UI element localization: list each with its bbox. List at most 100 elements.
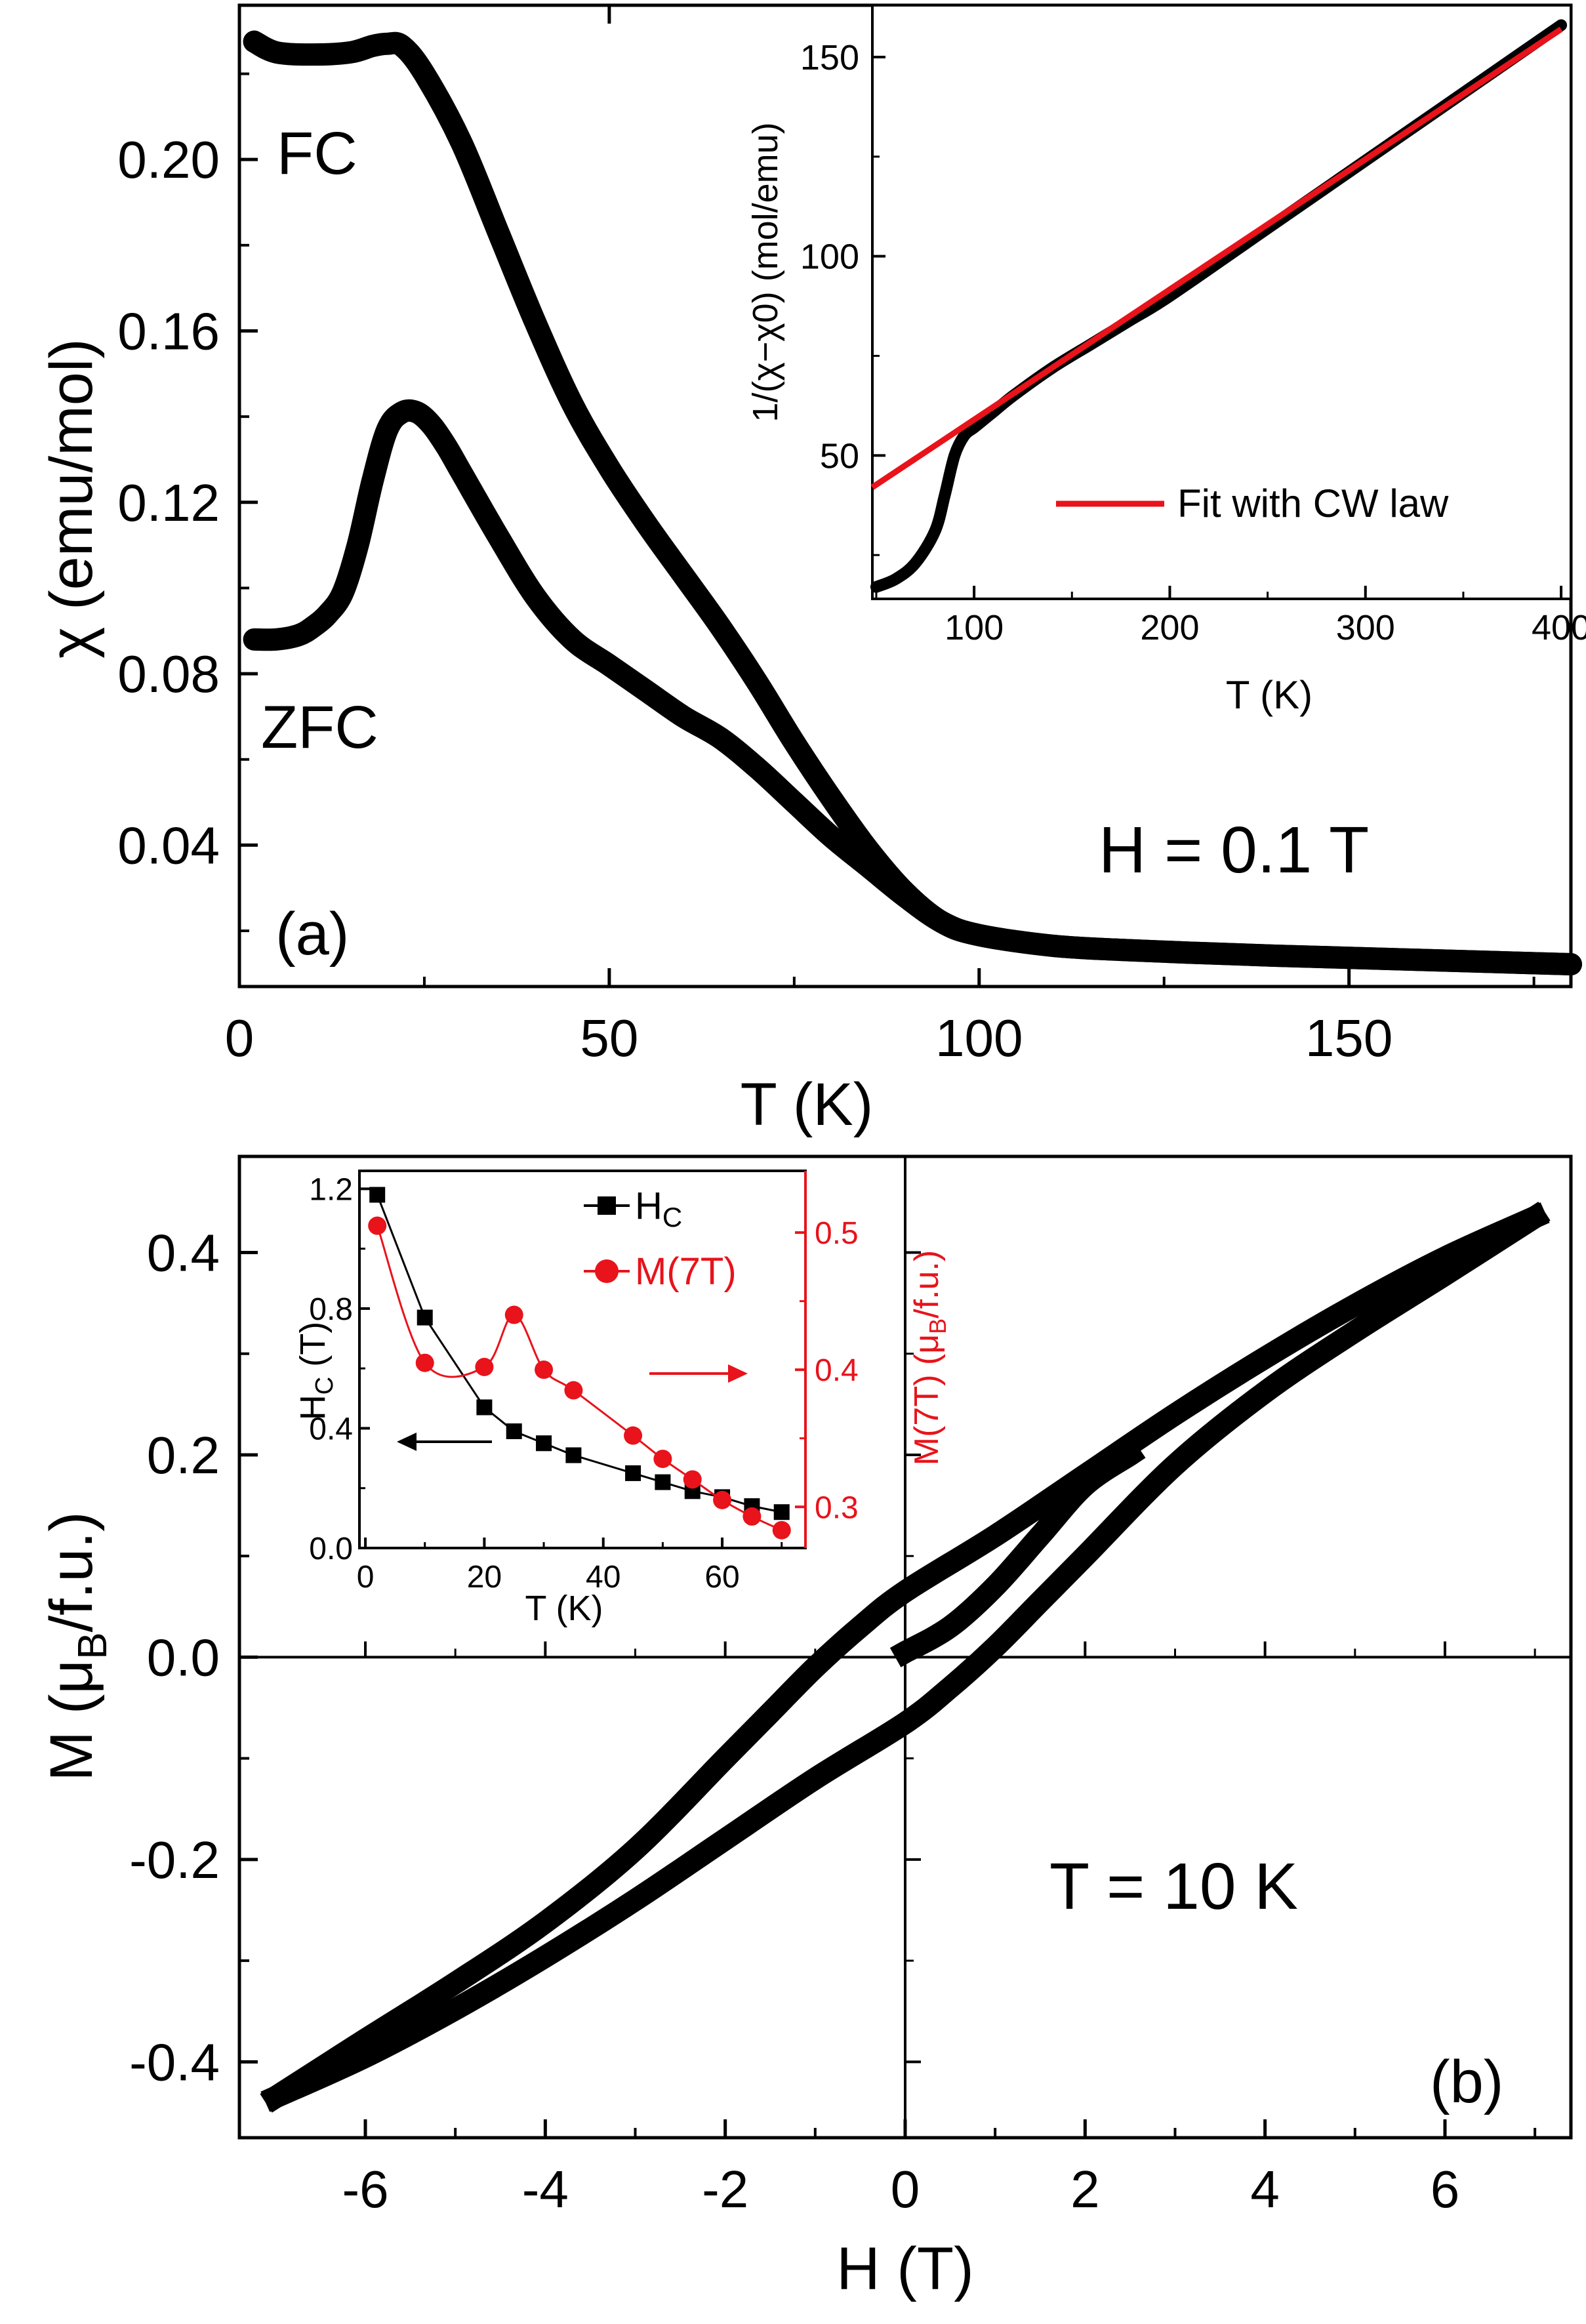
b-x-tick-label: -4 [522,2160,569,2218]
b-y-tick-label: 0.4 [147,1224,220,1282]
ib-x-tick-label: 40 [586,1560,620,1595]
left-arrow-head [397,1433,417,1451]
panel-a-series [243,30,1582,976]
hc-marker [655,1474,671,1490]
b-y-tick-label: -0.2 [129,1831,220,1889]
left-axis-arrow [397,1433,492,1451]
hc-marker [773,1504,790,1520]
a-x-tick-label: 150 [1305,1009,1393,1067]
panel-b-series [260,1202,1551,2113]
m7t-marker [535,1360,554,1379]
m7t-marker [772,1520,791,1539]
m7t-marker [653,1450,672,1469]
inset-b-ticks [359,1187,805,1549]
b-y-tick-label: -0.4 [129,2033,220,2091]
a-y-tick-label: 0.12 [117,474,220,532]
panel-a-x-axis-label: T (K) [741,1071,874,1138]
ib-left-tick-label: 1.2 [309,1172,353,1207]
panel-b-x-axis-label: H (T) [836,2235,973,2302]
hc-marker [625,1465,641,1481]
panel-b-tick-labels: -6 -4 -2 0 2 4 6 -0.4 -0.2 0.0 0.2 0.4 [129,1224,1459,2218]
b-x-tick-label: 0 [891,2160,920,2218]
hc-marker [536,1435,552,1452]
m7t-marker [564,1381,583,1400]
ia-x-tick-label: 400 [1532,608,1586,647]
panel-b-y-axis-label: M (μB/f.u.) [38,1511,115,1781]
series-ascending-branch [260,1202,1551,2112]
ia-y-tick-label: 100 [800,237,859,277]
fc-label: FC [277,120,357,187]
m7t-marker [368,1216,387,1235]
b-y-tick-label: 0.2 [147,1426,220,1484]
m7t-marker [504,1305,523,1324]
hc-marker [565,1447,582,1463]
m7t-marker [624,1426,643,1445]
legend-hc-label: HC [635,1185,682,1233]
panel-a-inset: 100 200 300 400 50 100 150 T (K) 1/(χ−χ0) (mol… [746,4,1586,717]
inset-b-series [368,1187,791,1539]
legend-hc-marker [598,1196,616,1215]
ia-x-tick-label: 300 [1336,608,1395,647]
ib-x-tick-label: 20 [467,1560,502,1595]
field-annotation: H = 0.1 T [1099,813,1369,887]
panel-a-y-axis-label: χ (emu/mol) [38,338,105,659]
inset-b-tick-labels: 0 20 40 60 0.0 0.4 0.8 1.2 0.3 0.4 0.5 [309,1172,858,1595]
inset-a-legend-label: Fit with CW law [1177,481,1449,525]
legend-m7t-label: M(7T) [635,1250,737,1293]
b-x-tick-label: 4 [1250,2160,1280,2218]
panel-b-y-label-sub: B [70,1632,115,1659]
m7t-marker [415,1353,434,1372]
inset-b-left-label-tail: (T) [293,1322,333,1377]
inset-b-right-label-sub: B [924,1318,951,1334]
series-descending-branch [260,1202,1550,2113]
inset-b-left-label-main: H [293,1395,333,1420]
inset-b-left-axis-label: HC (T) [293,1322,338,1420]
b-x-tick-label: -6 [342,2160,388,2218]
hc-marker [476,1399,493,1416]
panel-b: -6 -4 -2 0 2 4 6-0.4-0.20.00.20.4 H (T) M (μB/… [38,1154,1573,2302]
hc-marker [417,1309,433,1326]
inset-b-legend: HC M(7T) [584,1185,737,1293]
b-x-tick-label: -2 [702,2160,748,2218]
series-virgin-branch [889,1439,1146,1667]
inset-a-y-axis-label: 1/(χ−χ0) (mol/emu) [746,122,785,422]
panel-a-tick-labels: 0 50 100 150 0.04 0.08 0.12 0.16 0.20 [117,131,1393,1067]
ib-x-tick-label: 0 [357,1560,375,1595]
b-y-tick-label: 0.0 [147,1628,220,1686]
ia-y-tick-label: 50 [820,436,859,476]
temperature-annotation: T = 10 K [1049,1850,1298,1923]
panel-b-y-label-tail: /f.u.) [38,1511,105,1632]
m7t-marker [683,1470,702,1489]
panel-a-ticks [237,5,1535,987]
b-x-tick-label: 6 [1431,2160,1460,2218]
panel-b-label: (b) [1430,2049,1503,2115]
m7t-marker [713,1490,732,1509]
m7t-marker [742,1507,762,1526]
a-y-tick-label: 0.08 [117,645,220,703]
panel-a-label: (a) [275,901,349,968]
ib-left-tick-label: 0.0 [309,1532,353,1566]
legend-m7t-marker [595,1259,619,1283]
ia-x-tick-label: 100 [945,608,1004,647]
a-y-tick-label: 0.16 [117,302,220,360]
hc-marker [506,1423,522,1440]
legend-hc-main: H [635,1185,662,1227]
panel-b-y-label-main: M (μ [38,1660,105,1782]
ib-left-tick-label: 0.8 [309,1292,353,1327]
inset-b-right-axis-label: M(7T) (μB/f.u.) [908,1250,951,1465]
panel-b-inset: 0 20 40 600.00.40.81.20.30.40.5 T (K) HC (T… [293,1170,951,1628]
ib-right-tick-label: 0.4 [815,1353,859,1388]
inset-a-ticks [872,55,1563,599]
hc-marker [369,1187,386,1203]
inset-a-x-axis-label: T (K) [1226,673,1312,717]
b-x-tick-label: 2 [1070,2160,1100,2218]
a-x-tick-label: 100 [935,1009,1023,1067]
legend-hc-sub: C [662,1202,682,1233]
right-arrow-head [728,1364,748,1383]
ib-left-tick-label: 0.4 [309,1412,353,1446]
ib-x-tick-label: 60 [704,1560,739,1595]
series-zfc-curve [243,399,1582,976]
a-y-tick-label: 0.04 [117,816,220,874]
panel-a: 0 50 100 150 0.04 0.08 0.12 0.16 0.20 T (K) χ (e… [38,3,1586,1138]
